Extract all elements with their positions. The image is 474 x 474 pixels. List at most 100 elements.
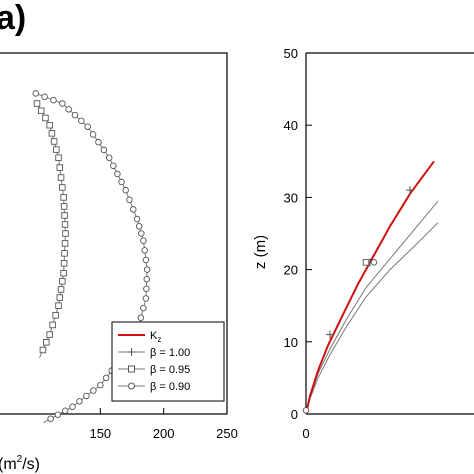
- plus-marker-icon: [127, 348, 136, 356]
- left-series-marker: [71, 111, 79, 119]
- right-y-tick-label: 30: [284, 190, 298, 205]
- left-series-marker: [142, 295, 150, 302]
- left-series-marker: [62, 230, 69, 237]
- right-y-tick-label: 10: [284, 335, 298, 350]
- left-series-marker: [137, 314, 145, 321]
- left-series-marker: [90, 387, 97, 394]
- legend-label-beta-090: β = 0.90: [150, 381, 190, 393]
- legend-item-beta-100: β = 1.00: [118, 347, 190, 359]
- left-series-marker: [95, 138, 102, 146]
- legend-label-beta-100: β = 1.00: [150, 347, 190, 359]
- kz-series-line: [305, 160, 435, 415]
- left-series-marker: [142, 256, 150, 264]
- left-series-marker: [143, 285, 150, 293]
- right-series-marker: [370, 259, 378, 266]
- left-series-marker: [89, 131, 97, 138]
- left-series-marker: [37, 107, 45, 115]
- left-series-marker: [76, 398, 83, 405]
- right-y-tick-label: 40: [284, 118, 298, 133]
- left-series-marker: [143, 266, 151, 273]
- left-series-marker: [50, 138, 58, 145]
- legend-item-beta-090: β = 0.90: [118, 381, 190, 393]
- right-chart: 0 10 20 30 40 50 0 z (m): [252, 46, 474, 441]
- left-x-tick-label: 250: [216, 426, 238, 441]
- right-series-line: [305, 161, 435, 415]
- left-series-marker: [122, 186, 129, 194]
- legend-label-kz: Kz: [150, 330, 161, 344]
- left-series-marker: [100, 146, 108, 154]
- square-marker-icon: [128, 365, 135, 373]
- left-series-marker: [53, 146, 60, 153]
- left-x-tick-label: 150: [89, 426, 111, 441]
- left-series-marker: [54, 411, 62, 418]
- left-series-marker: [46, 121, 53, 129]
- right-series-marker: [362, 259, 370, 266]
- left-series-marker: [61, 240, 69, 247]
- right-series-line: [305, 222, 439, 415]
- legend-item-beta-095: β = 0.95: [118, 364, 190, 376]
- left-series-marker: [60, 194, 67, 201]
- left-series-marker: [83, 392, 90, 400]
- circle-marker-icon: [128, 382, 135, 390]
- left-series-marker: [33, 100, 41, 107]
- right-series-marker: [326, 330, 334, 339]
- left-series-marker: [55, 154, 62, 161]
- left-series-marker: [141, 247, 148, 254]
- legend-label-beta-095: β = 0.95: [150, 364, 190, 376]
- left-series-marker: [50, 96, 57, 104]
- panel-label: a): [0, 0, 26, 37]
- left-series-marker: [65, 106, 72, 113]
- left-series-marker: [61, 212, 68, 219]
- left-series-marker: [57, 174, 65, 181]
- right-y-tick-label: 0: [291, 407, 298, 422]
- left-series-marker: [61, 221, 69, 228]
- right-y-axis-label: z (m): [252, 235, 269, 269]
- left-series-marker: [59, 278, 66, 285]
- left-series-marker: [57, 286, 65, 293]
- left-series-marker: [78, 117, 85, 125]
- left-series-marker: [52, 312, 59, 319]
- left-series-marker: [97, 381, 104, 389]
- left-plot-frame: [0, 52, 228, 415]
- left-series-marker: [43, 339, 50, 346]
- left-series-marker: [56, 294, 64, 301]
- left-series-marker: [140, 304, 147, 312]
- legend-item-kz: Kz: [118, 330, 161, 344]
- left-series-marker: [60, 260, 68, 267]
- left-series-marker: [105, 154, 113, 161]
- right-x-tick-label: 0: [302, 426, 309, 441]
- right-axis-ticks: 0 10 20 30 40 50 0: [284, 46, 312, 441]
- right-series-line: [305, 200, 439, 415]
- legend: Kz β = 1.00 β = 0.95 β = 0.90: [111, 321, 225, 402]
- left-series-marker: [118, 178, 125, 186]
- left-series-marker: [61, 250, 68, 257]
- left-chart: 150 200 250 (m2/s) Kz β = 1.00 β = 0.95: [0, 52, 238, 473]
- right-y-tick-label: 50: [284, 46, 298, 61]
- left-series-marker: [32, 90, 39, 97]
- left-series-marker: [84, 123, 91, 130]
- left-series-marker: [48, 130, 56, 137]
- right-series-marker: [302, 407, 310, 414]
- right-series-marker: [406, 186, 414, 195]
- left-x-tick-label: 200: [153, 426, 175, 441]
- left-series-marker: [110, 162, 117, 170]
- left-series-marker: [133, 215, 141, 223]
- right-series-group: [302, 160, 439, 415]
- left-series-marker: [39, 346, 47, 354]
- left-series-marker: [114, 170, 121, 178]
- left-series-marker: [135, 223, 143, 230]
- left-series-marker: [60, 269, 67, 277]
- left-series-marker: [59, 184, 66, 191]
- left-series-marker: [41, 93, 48, 101]
- left-series-marker: [47, 415, 54, 422]
- left-series-marker: [61, 407, 69, 415]
- left-series-marker: [126, 196, 133, 204]
- left-x-ticks: 150 200 250: [89, 408, 238, 441]
- left-series-marker: [49, 321, 56, 329]
- left-series-marker: [140, 237, 147, 244]
- left-series-marker: [42, 114, 49, 122]
- right-y-tick-label: 20: [284, 263, 298, 278]
- left-x-axis-label: (m2/s): [0, 454, 40, 473]
- left-series-marker: [59, 100, 66, 107]
